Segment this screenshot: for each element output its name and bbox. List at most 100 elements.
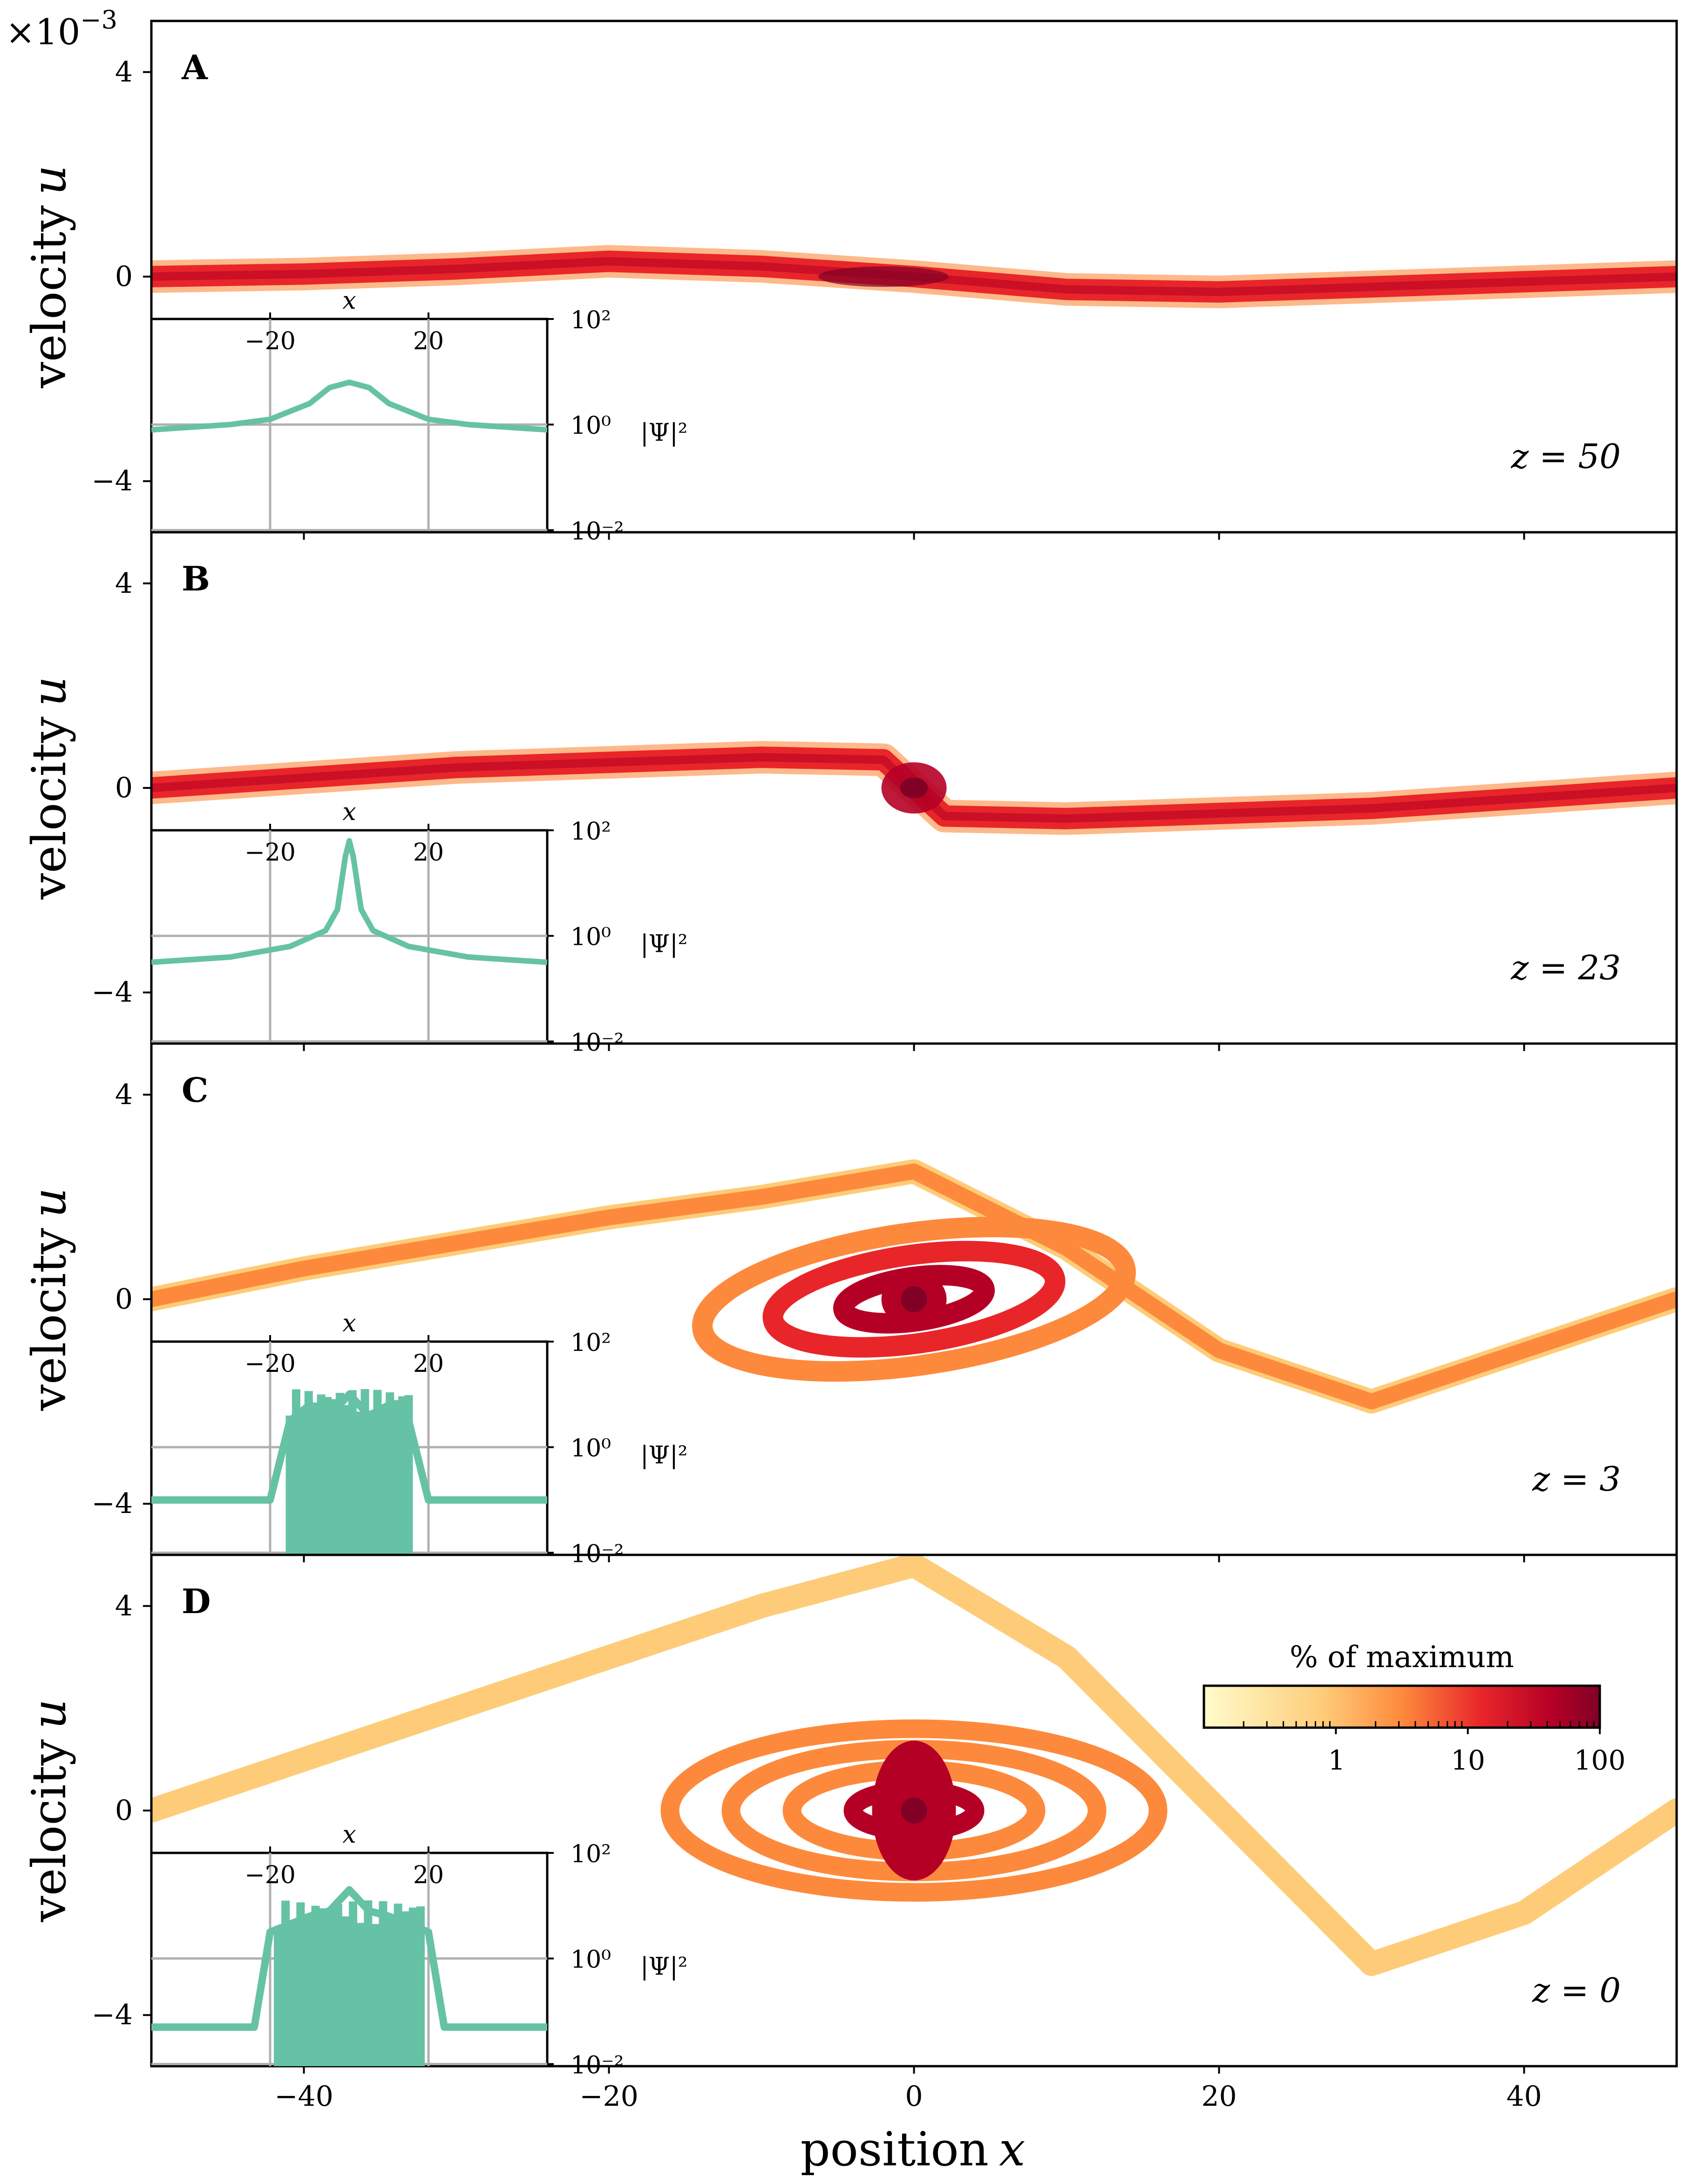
density-peak [818, 266, 949, 287]
fold-center [900, 778, 928, 798]
inset-D: −20 20 x 10² 10⁰ 10⁻² |Ψ|² [150, 1821, 688, 2079]
y-tick-label: 4 [115, 56, 133, 88]
inset-y-label: |Ψ|² [640, 1442, 688, 1470]
inset-x-tick-label: −20 [245, 327, 296, 355]
y-axis-label-var: u [22, 165, 76, 195]
panel-content [151, 245, 1677, 308]
y-tick-label: 0 [115, 772, 133, 804]
y-axis-label-word: velocity [22, 1739, 76, 1922]
y-axis-label-var: u [22, 677, 76, 706]
inset-y-label: |Ψ|² [640, 930, 688, 958]
panel-letter: A [181, 47, 208, 87]
y-tick-label: 0 [115, 260, 133, 293]
colorbar-bar [1203, 1684, 1601, 1729]
y-axis-label-word: velocity [22, 1228, 76, 1411]
panel-content [151, 1555, 1677, 1976]
spiral-peak [901, 1286, 927, 1312]
x-tick-label: −20 [579, 2080, 639, 2113]
y-axis-label-word: velocity [22, 205, 76, 388]
y-tick-label: −4 [92, 1487, 133, 1520]
spiral-peak [901, 1797, 927, 1824]
y-axis-label-word: velocity [22, 716, 76, 900]
y-tick-label: 4 [115, 1078, 133, 1111]
y-tick-label: −4 [92, 1999, 133, 2031]
inset-y-tick-label: 10⁰ [571, 923, 611, 951]
z-annotation: z = 50 [1510, 437, 1621, 476]
y-exponent-power: −3 [80, 5, 117, 34]
y-tick-label: 0 [115, 1794, 133, 1827]
inset-x-tick-label: 20 [413, 1350, 444, 1378]
y-exponent-base: ×10 [6, 11, 80, 53]
inset-x-label: x [342, 1309, 356, 1337]
colorbar: % of maximum 1 10 100 [1203, 1640, 1626, 1776]
inset-x-tick-label: −20 [245, 1861, 296, 1889]
panel-letter: B [182, 559, 210, 598]
x-tick-label: 0 [905, 2080, 923, 2113]
x-tick-label: 20 [1201, 2080, 1237, 2113]
y-axis-label: velocity u [22, 1699, 76, 1923]
panel-content [151, 1159, 1677, 1414]
y-axis-label-var: u [22, 1188, 76, 1218]
y-axis-label: velocity u [22, 677, 76, 900]
colorbar-ticks [1243, 1721, 1601, 1734]
inset-x-tick-label: −20 [245, 1350, 296, 1378]
inset-x-tick-label: 20 [413, 839, 444, 867]
inset-x-tick-label: −20 [245, 839, 296, 867]
y-exponent-label: ×10−3 [6, 5, 117, 53]
z-annotation: z = 3 [1532, 1459, 1621, 1499]
colorbar-tick-label-100: 100 [1574, 1744, 1626, 1776]
inset-x-label: x [342, 287, 356, 315]
density-arm [151, 1557, 1677, 1972]
spiral-ring [660, 1719, 1168, 1902]
colorbar-tick-label-1: 1 [1328, 1744, 1345, 1776]
y-tick-label: 0 [115, 1283, 133, 1316]
x-axis-label: position x [801, 2122, 1026, 2177]
x-tick-label: 40 [1506, 2080, 1542, 2113]
inset-line [151, 838, 547, 965]
x-tick-label: −40 [274, 2080, 333, 2113]
y-axis-label-var: u [22, 1699, 76, 1729]
panel-letter: D [182, 1581, 211, 1621]
inset-x-label: x [342, 1821, 356, 1849]
inset-x-label: x [342, 798, 356, 826]
y-tick-label: 4 [115, 1590, 133, 1622]
inset-line [151, 1886, 547, 2031]
x-axis-label-word: position [801, 2122, 989, 2177]
y-tick-label: −4 [92, 465, 133, 497]
inset-x-tick-label: 20 [413, 327, 444, 355]
z-annotation: z = 0 [1532, 1971, 1621, 2010]
inset-y-tick-label: 10² [571, 1840, 611, 1868]
spiral-ring [692, 1216, 1136, 1382]
colorbar-title: % of maximum [1290, 1640, 1514, 1675]
inset-y-tick-label: 10⁻² [571, 2051, 624, 2079]
x-axis-label-var: x [999, 2122, 1025, 2177]
panel-letter: C [182, 1070, 208, 1110]
colorbar-tick-label-10: 10 [1451, 1744, 1485, 1776]
y-axis-label: velocity u [22, 165, 76, 389]
inset-line [151, 380, 547, 433]
inset-y-tick-label: 10² [571, 1329, 611, 1357]
y-tick-label: −4 [92, 976, 133, 1009]
z-annotation: z = 23 [1510, 948, 1621, 987]
inset-y-tick-label: 10² [571, 818, 611, 846]
y-axis-label: velocity u [22, 1188, 76, 1411]
panel-content [151, 741, 1677, 835]
inset-y-label: |Ψ|² [640, 419, 688, 447]
inset-y-tick-label: 10⁰ [571, 1946, 611, 1974]
inset-y-label: |Ψ|² [640, 1953, 688, 1981]
inset-x-tick-label: 20 [413, 1861, 444, 1889]
y-tick-label: 4 [115, 567, 133, 600]
spiral-ring [762, 1241, 1066, 1358]
density-arm [151, 1163, 1677, 1410]
inset-y-tick-label: 10⁰ [571, 412, 611, 440]
inset-y-tick-label: 10² [571, 306, 611, 334]
